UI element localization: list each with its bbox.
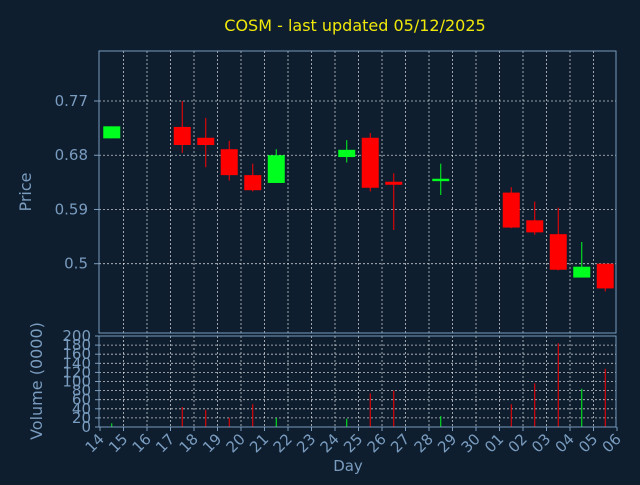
candle: [173, 101, 191, 153]
volume-y-tick-label: 200: [62, 327, 91, 345]
x-tick-label: 06: [599, 430, 625, 456]
x-tick-label: 19: [199, 430, 225, 456]
x-tick-label: 01: [481, 430, 507, 456]
candle: [244, 163, 262, 192]
x-tick-label: 25: [340, 430, 366, 456]
candle-body: [220, 149, 238, 176]
price-y-tick-label: 0.68: [55, 146, 88, 164]
x-tick-label: 23: [293, 430, 319, 456]
candle-body: [526, 220, 544, 233]
x-tick-label: 04: [552, 430, 578, 456]
candle-body: [549, 234, 567, 270]
candle: [432, 163, 450, 196]
x-tick-label: 30: [458, 430, 484, 456]
price-y-tick-label: 0.59: [55, 200, 88, 218]
candles: [103, 101, 614, 292]
x-tick-label: 17: [152, 430, 178, 456]
candle: [502, 187, 520, 229]
candle: [385, 173, 403, 230]
price-grid: [99, 51, 616, 333]
candle-body: [338, 149, 356, 158]
candle-body: [267, 155, 285, 183]
x-tick-label: 02: [505, 430, 531, 456]
x-tick-label: 03: [528, 430, 554, 456]
volume-y-tick-label: 120: [62, 363, 91, 381]
candle: [220, 140, 238, 181]
volume-y-tick-label: 60: [72, 391, 91, 409]
candle-body: [244, 175, 262, 191]
x-tick-label: 26: [364, 430, 390, 456]
x-tick-label: 20: [223, 430, 249, 456]
x-tick-label: 24: [317, 430, 343, 456]
x-axis-label: Day: [333, 457, 363, 475]
price-y-tick-label: 0.77: [55, 92, 88, 110]
volume-bars: [111, 343, 606, 427]
candle-body: [361, 137, 379, 188]
price-panel-frame: [98, 50, 617, 334]
volume-grid: [99, 336, 616, 427]
candle-body: [596, 263, 614, 289]
x-tick-label: 21: [246, 430, 272, 456]
candle: [573, 242, 591, 278]
candle-body: [573, 266, 591, 278]
candle-body: [432, 178, 450, 182]
candle-body: [103, 126, 121, 139]
volume-panel-frame: [98, 335, 617, 428]
x-tick-label: 18: [176, 430, 202, 456]
volume-y-tick-label: 20: [72, 409, 91, 427]
volume-y-tick-label: 140: [62, 354, 91, 372]
x-tick-label: 28: [411, 430, 437, 456]
volume-y-tick-label: 180: [62, 336, 91, 354]
x-tick-label: 05: [575, 430, 601, 456]
candle-body: [173, 126, 191, 145]
x-ticks: 1415161718192021222324252627282930010203…: [82, 427, 625, 456]
candle: [267, 149, 285, 183]
candle: [596, 263, 614, 292]
x-tick-label: 22: [270, 430, 296, 456]
candle: [526, 201, 544, 235]
candle: [338, 140, 356, 163]
candle: [361, 132, 379, 192]
volume-y-axis-label: Volume (0000): [27, 322, 46, 440]
x-tick-label: 15: [105, 430, 131, 456]
candle-body: [197, 137, 215, 145]
candle: [197, 117, 215, 168]
candle-body: [502, 192, 520, 228]
candle: [103, 126, 121, 139]
price-y-axis-label: Price: [16, 172, 35, 211]
candle: [549, 207, 567, 271]
volume-y-tick-label: 80: [72, 382, 91, 400]
x-tick-label: 29: [434, 430, 460, 456]
price-y-tick-label: 0.5: [64, 255, 88, 273]
x-tick-label: 16: [129, 430, 155, 456]
volume-y-tick-label: 160: [62, 345, 91, 363]
chart-title: COSM - last updated 05/12/2025: [224, 16, 485, 35]
x-tick-label: 27: [387, 430, 413, 456]
volume-y-tick-label: 0: [81, 418, 91, 436]
volume-y-tick-label: 40: [72, 400, 91, 418]
candle-body: [385, 181, 403, 185]
volume-y-tick-label: 100: [62, 373, 91, 391]
price-y-ticks: 0.5 0.59 0.68 0.77: [55, 92, 99, 273]
